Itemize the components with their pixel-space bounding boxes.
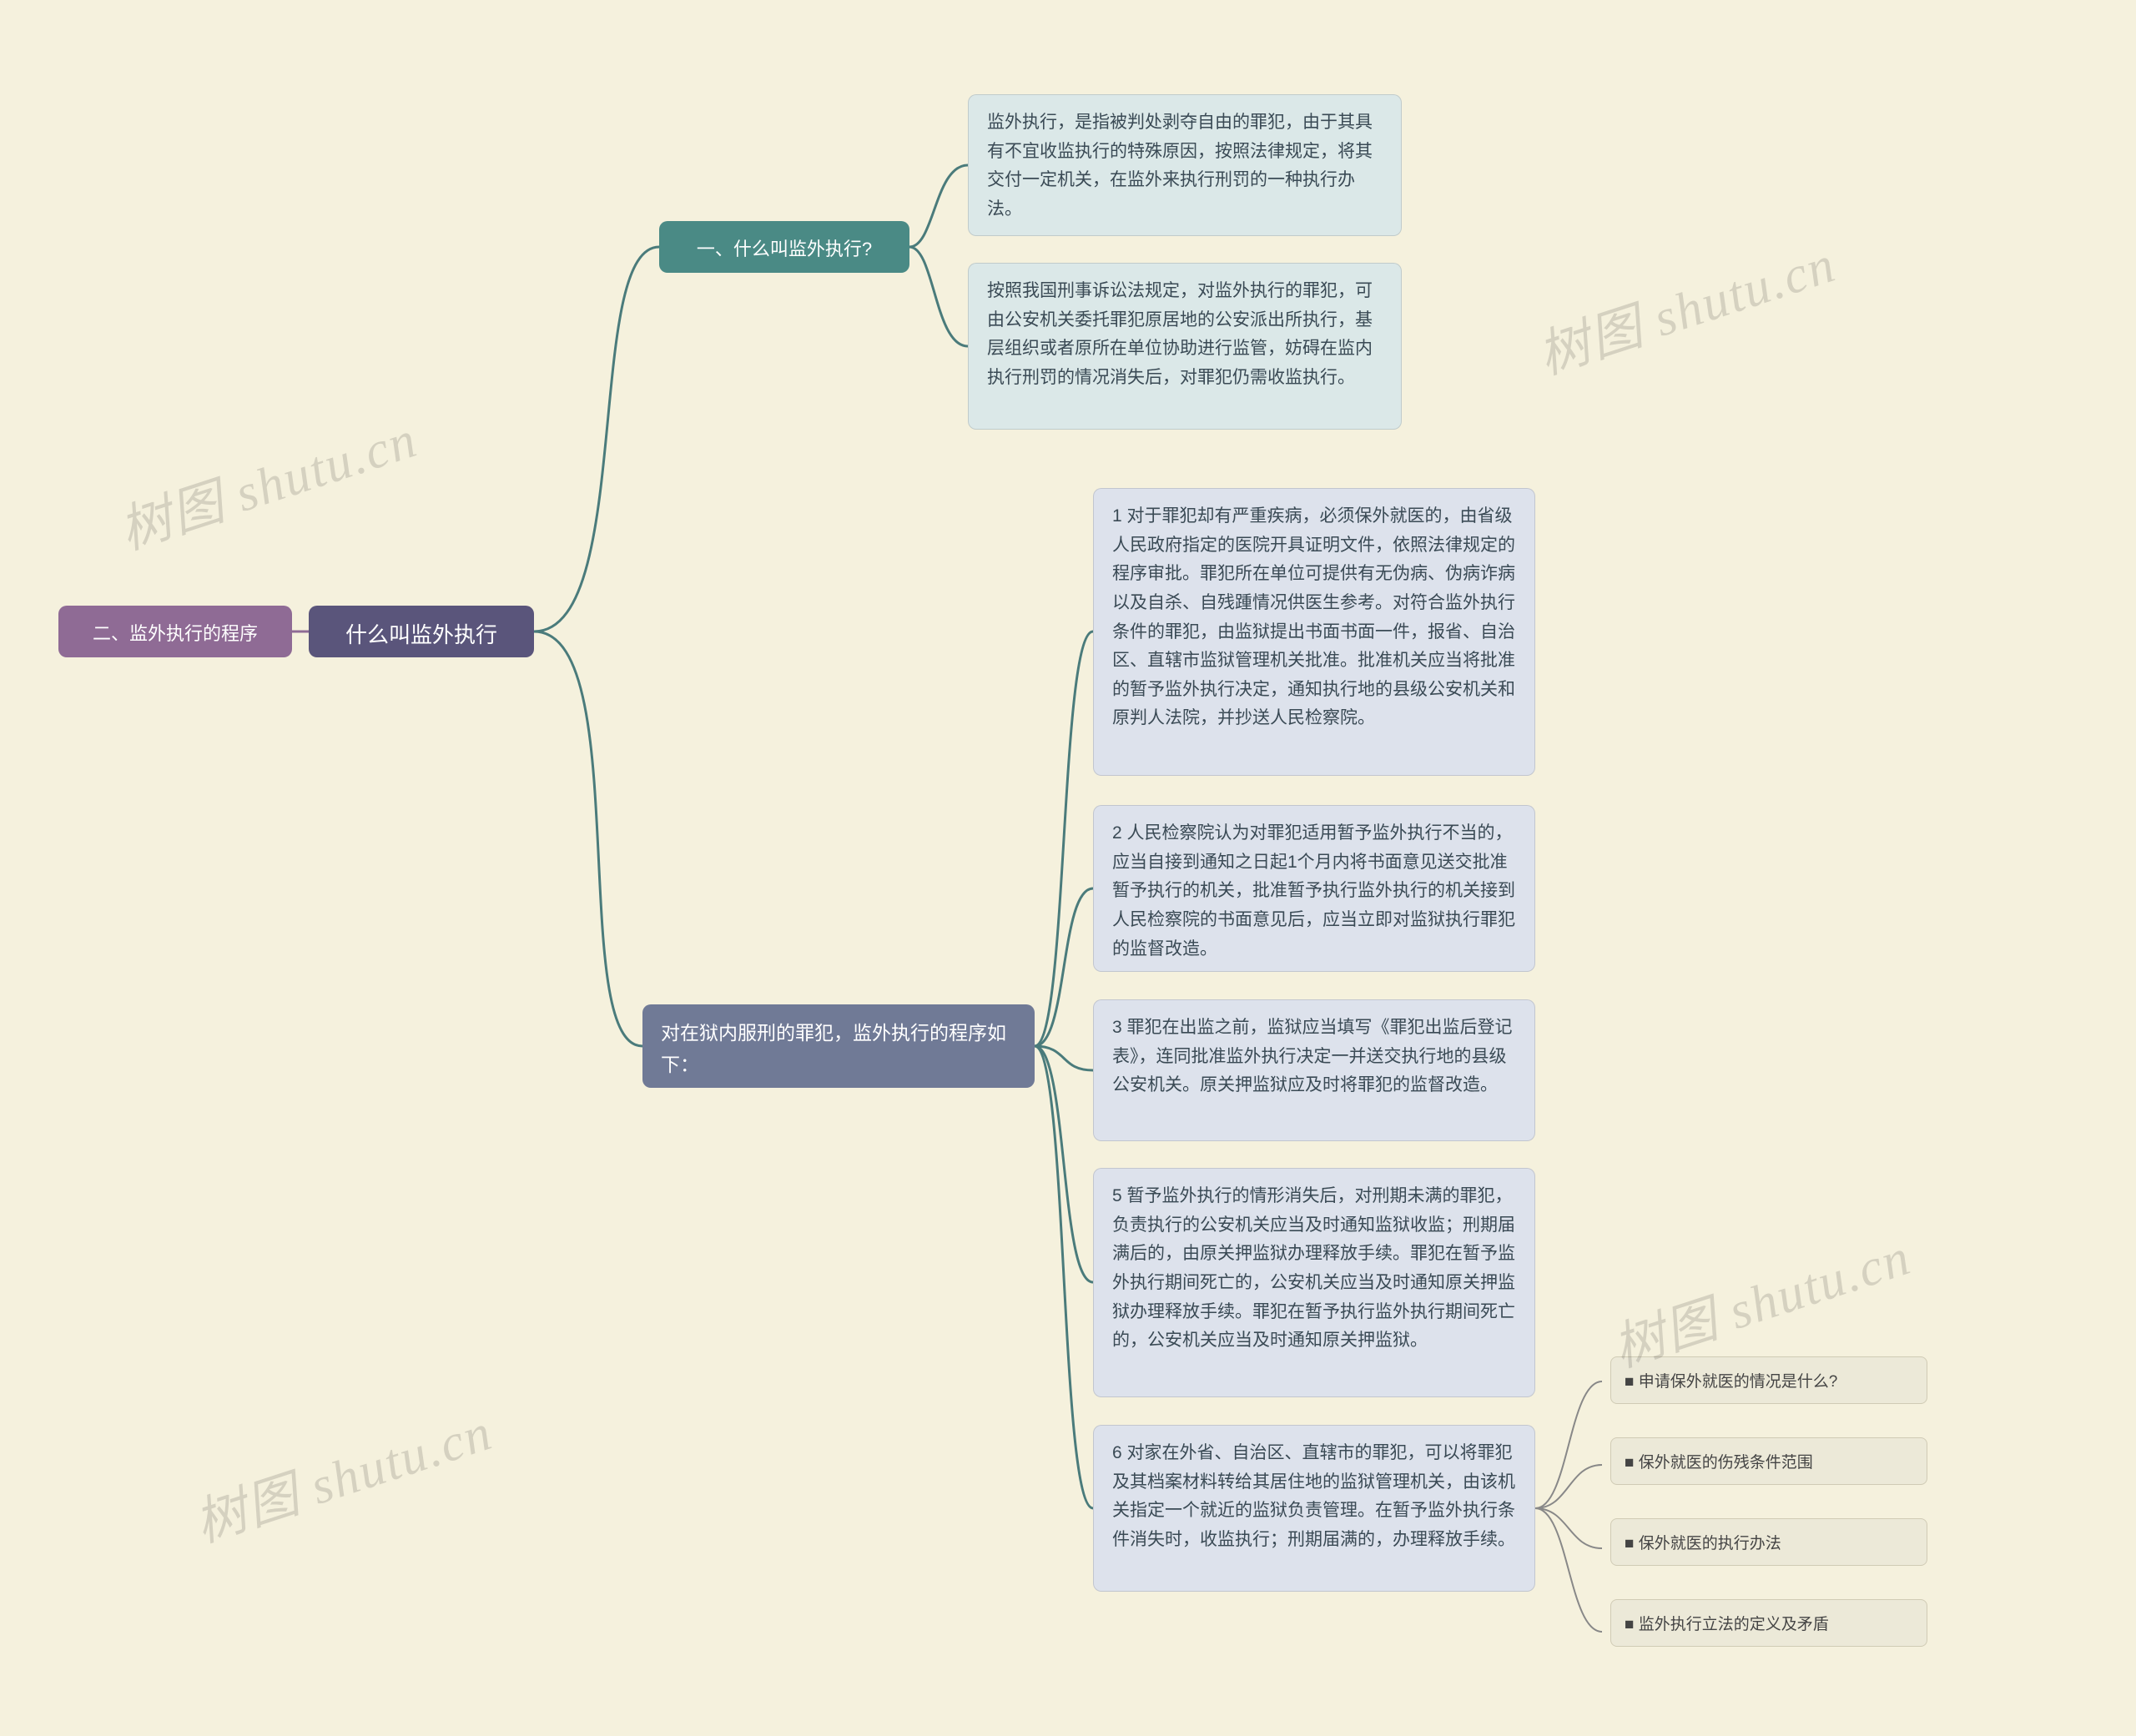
branch-left[interactable]: 二、监外执行的程序 xyxy=(58,606,292,657)
watermark: 树图 shutu.cn xyxy=(108,397,426,564)
link-list: ■ 申请保外就医的情况是什么? ■ 保外就医的伤残条件范围 ■ 保外就医的执行办… xyxy=(1610,1356,1927,1647)
root-node[interactable]: 什么叫监外执行 xyxy=(309,606,534,657)
link-item-label: 监外执行立法的定义及矛盾 xyxy=(1639,1616,1829,1633)
branch-t2[interactable]: 对在狱内服刑的罪犯，监外执行的程序如下： xyxy=(642,1004,1035,1088)
link-item-label: 保外就医的执行办法 xyxy=(1639,1535,1781,1552)
link-item-label: 申请保外就医的情况是什么? xyxy=(1639,1373,1838,1391)
branch-t1[interactable]: 一、什么叫监外执行? xyxy=(659,221,909,273)
link-item[interactable]: ■ 申请保外就医的情况是什么? xyxy=(1610,1356,1927,1404)
leaf-t1b[interactable]: 按照我国刑事诉讼法规定，对监外执行的罪犯，可由公安机关委托罪犯原居地的公安派出所… xyxy=(968,263,1402,430)
leaf-t2e[interactable]: 6 对家在外省、自治区、直辖市的罪犯，可以将罪犯及其档案材料转给其居住地的监狱管… xyxy=(1093,1425,1535,1592)
watermark: 树图 shutu.cn xyxy=(184,1390,501,1557)
leaf-t2d[interactable]: 5 暂予监外执行的情形消失后，对刑期未满的罪犯，负责执行的公安机关应当及时通知监… xyxy=(1093,1168,1535,1397)
bullet-icon: ■ xyxy=(1625,1373,1634,1391)
leaf-t2a[interactable]: 1 对于罪犯却有严重疾病，必须保外就医的，由省级人民政府指定的医院开具证明文件，… xyxy=(1093,488,1535,776)
leaf-t1a[interactable]: 监外执行，是指被判处剥夺自由的罪犯，由于其具有不宜收监执行的特殊原因，按照法律规… xyxy=(968,94,1402,236)
bullet-icon: ■ xyxy=(1625,1616,1634,1633)
leaf-t2c[interactable]: 3 罪犯在出监之前，监狱应当填写《罪犯出监后登记表》，连同批准监外执行决定一并送… xyxy=(1093,999,1535,1141)
bullet-icon: ■ xyxy=(1625,1535,1634,1552)
link-item-label: 保外就医的伤残条件范围 xyxy=(1639,1454,1813,1472)
watermark: 树图 shutu.cn xyxy=(1527,222,1844,389)
link-item[interactable]: ■ 保外就医的执行办法 xyxy=(1610,1518,1927,1566)
mindmap-canvas: 什么叫监外执行 二、监外执行的程序 一、什么叫监外执行? 监外执行，是指被判处剥… xyxy=(0,0,2136,1736)
bullet-icon: ■ xyxy=(1625,1454,1634,1472)
link-item[interactable]: ■ 保外就医的伤残条件范围 xyxy=(1610,1437,1927,1485)
link-item[interactable]: ■ 监外执行立法的定义及矛盾 xyxy=(1610,1599,1927,1647)
leaf-t2b[interactable]: 2 人民检察院认为对罪犯适用暂予监外执行不当的，应当自接到通知之日起1个月内将书… xyxy=(1093,805,1535,972)
